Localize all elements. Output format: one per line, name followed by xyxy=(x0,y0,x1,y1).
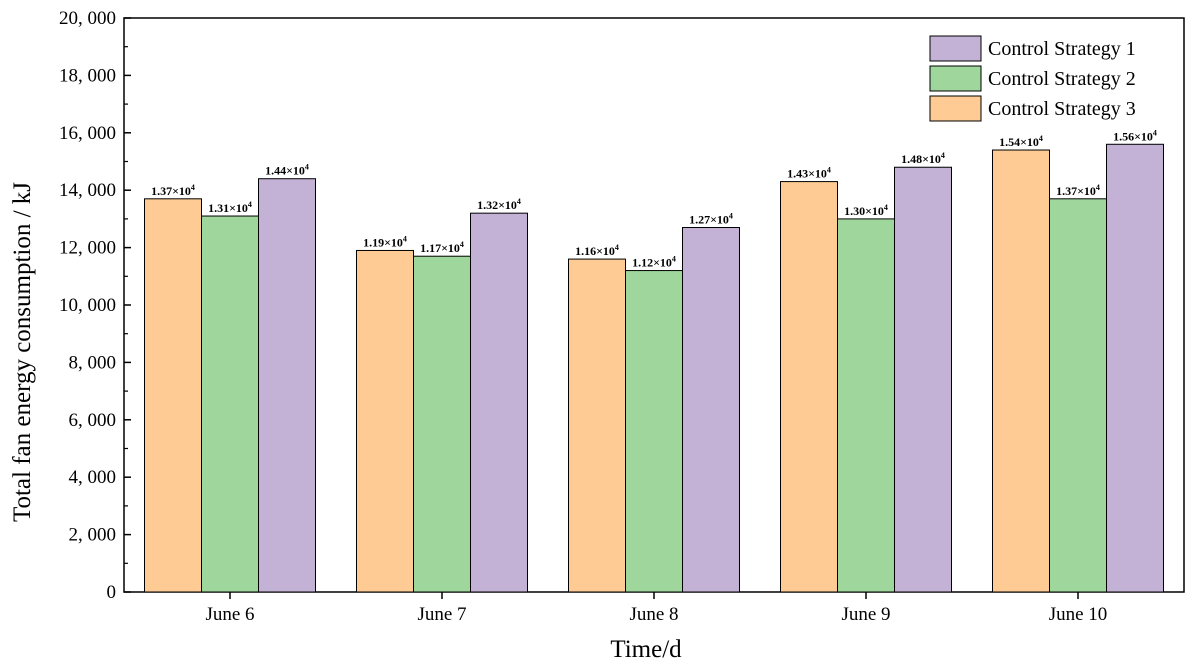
bar xyxy=(356,249,414,593)
x-tick-label: June 10 xyxy=(1049,604,1108,625)
data-label: 1.56×104 xyxy=(1113,128,1157,143)
legend-swatch xyxy=(929,35,982,62)
data-label: 1.32×104 xyxy=(477,197,521,212)
bar xyxy=(413,255,471,593)
bar xyxy=(837,218,895,593)
data-label: 1.27×104 xyxy=(689,212,733,227)
y-tick-label: 0 xyxy=(107,582,117,603)
data-label: 1.37×104 xyxy=(1056,183,1100,198)
data-label: 1.16×104 xyxy=(575,243,619,258)
y-tick-label: 18, 000 xyxy=(59,65,116,86)
legend-label: Control Strategy 3 xyxy=(988,98,1136,120)
bar xyxy=(1106,143,1164,593)
bars-group xyxy=(144,143,1164,593)
x-tick-label: June 8 xyxy=(629,604,678,625)
data-label: 1.30×104 xyxy=(844,203,888,218)
bar xyxy=(1049,198,1107,593)
y-tick-label: 6, 000 xyxy=(69,410,117,431)
x-axis: June 6 June 7 June 8 June 9 June 10 xyxy=(205,592,1107,625)
data-label: 1.37×104 xyxy=(151,183,195,198)
data-label: 1.17×104 xyxy=(420,240,464,255)
data-label: 1.43×104 xyxy=(787,166,831,181)
y-axis: 0 2, 000 4, 000 6, 000 8, 000 10, 000 12, 000 1… xyxy=(59,8,131,603)
y-tick-label: 2, 000 xyxy=(69,525,117,546)
bar xyxy=(568,258,626,593)
legend-label: Control Strategy 1 xyxy=(988,38,1136,60)
legend-swatch xyxy=(929,95,982,122)
y-tick-label: 20, 000 xyxy=(59,8,116,29)
data-label: 1.12×104 xyxy=(632,255,676,270)
bar xyxy=(780,181,838,593)
y-tick-label: 10, 000 xyxy=(59,295,116,316)
bar xyxy=(258,178,316,593)
data-label: 1.31×104 xyxy=(208,200,252,215)
bar xyxy=(470,212,528,593)
bar xyxy=(992,149,1050,593)
data-labels-group: 1.37×104 1.31×104 1.44×104 1.19×104 1.17×104… xyxy=(151,128,1157,269)
data-label: 1.48×104 xyxy=(901,151,945,166)
legend: Control Strategy 1 Control Strategy 2 Cont… xyxy=(929,35,1136,122)
x-tick-label: June 9 xyxy=(841,604,890,625)
data-label: 1.54×104 xyxy=(999,134,1043,149)
legend-label: Control Strategy 2 xyxy=(988,68,1136,90)
y-tick-label: 14, 000 xyxy=(59,180,116,201)
bar xyxy=(625,270,683,593)
x-axis-title: Time/d xyxy=(610,636,682,663)
bar xyxy=(682,227,740,593)
data-label: 1.19×104 xyxy=(363,234,407,249)
bar xyxy=(201,215,259,593)
y-tick-label: 12, 000 xyxy=(59,238,116,259)
x-tick-label: June 7 xyxy=(417,604,466,625)
y-tick-label: 4, 000 xyxy=(69,467,117,488)
y-axis-title: Total fan energy consumption / kJ xyxy=(9,182,36,522)
legend-swatch xyxy=(929,65,982,92)
x-tick-label: June 6 xyxy=(205,604,254,625)
bar xyxy=(894,166,952,593)
data-label: 1.44×104 xyxy=(265,163,309,178)
y-tick-label: 8, 000 xyxy=(69,352,117,373)
bar xyxy=(144,198,202,593)
y-tick-label: 16, 000 xyxy=(59,123,116,144)
